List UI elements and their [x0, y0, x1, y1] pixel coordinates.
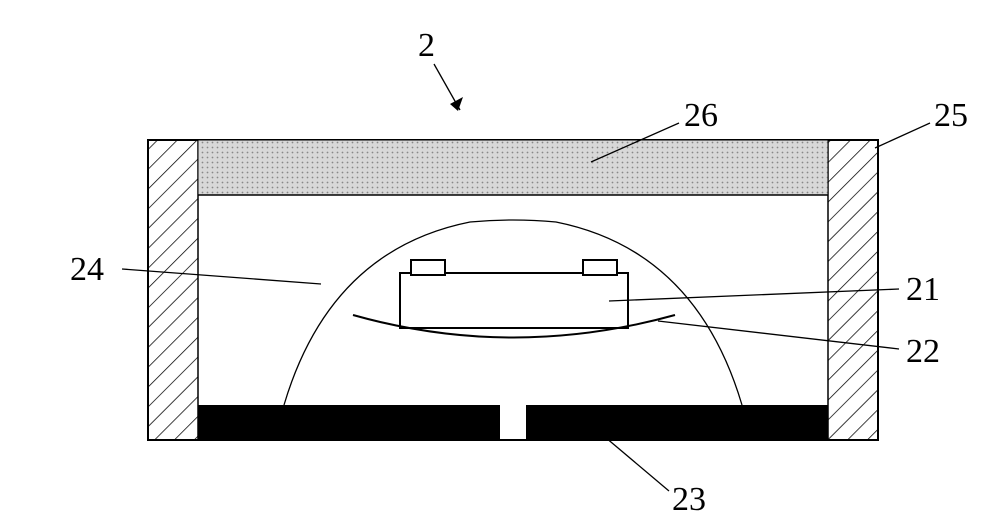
- top-plate: [198, 140, 828, 195]
- label-26: 26: [684, 97, 718, 134]
- label-22: 22: [906, 333, 940, 370]
- label-25: 25: [934, 97, 968, 134]
- leader-25: [875, 123, 930, 148]
- label-21: 21: [906, 271, 940, 308]
- side-wall-left: [148, 140, 198, 440]
- leader-23: [605, 437, 669, 491]
- label-2: 2: [418, 27, 435, 64]
- label-24: 24: [70, 251, 104, 288]
- base-bar-left: [198, 405, 500, 439]
- chip-pad-left: [411, 260, 445, 275]
- chip-pad-right: [583, 260, 617, 275]
- label-23: 23: [672, 481, 706, 518]
- arrow-head-2: [450, 97, 463, 111]
- base-bar-right: [526, 405, 828, 439]
- chip-body: [400, 273, 628, 328]
